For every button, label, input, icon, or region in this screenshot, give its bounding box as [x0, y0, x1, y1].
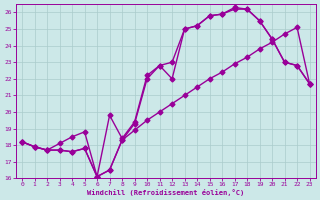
X-axis label: Windchill (Refroidissement éolien,°C): Windchill (Refroidissement éolien,°C) [87, 189, 244, 196]
